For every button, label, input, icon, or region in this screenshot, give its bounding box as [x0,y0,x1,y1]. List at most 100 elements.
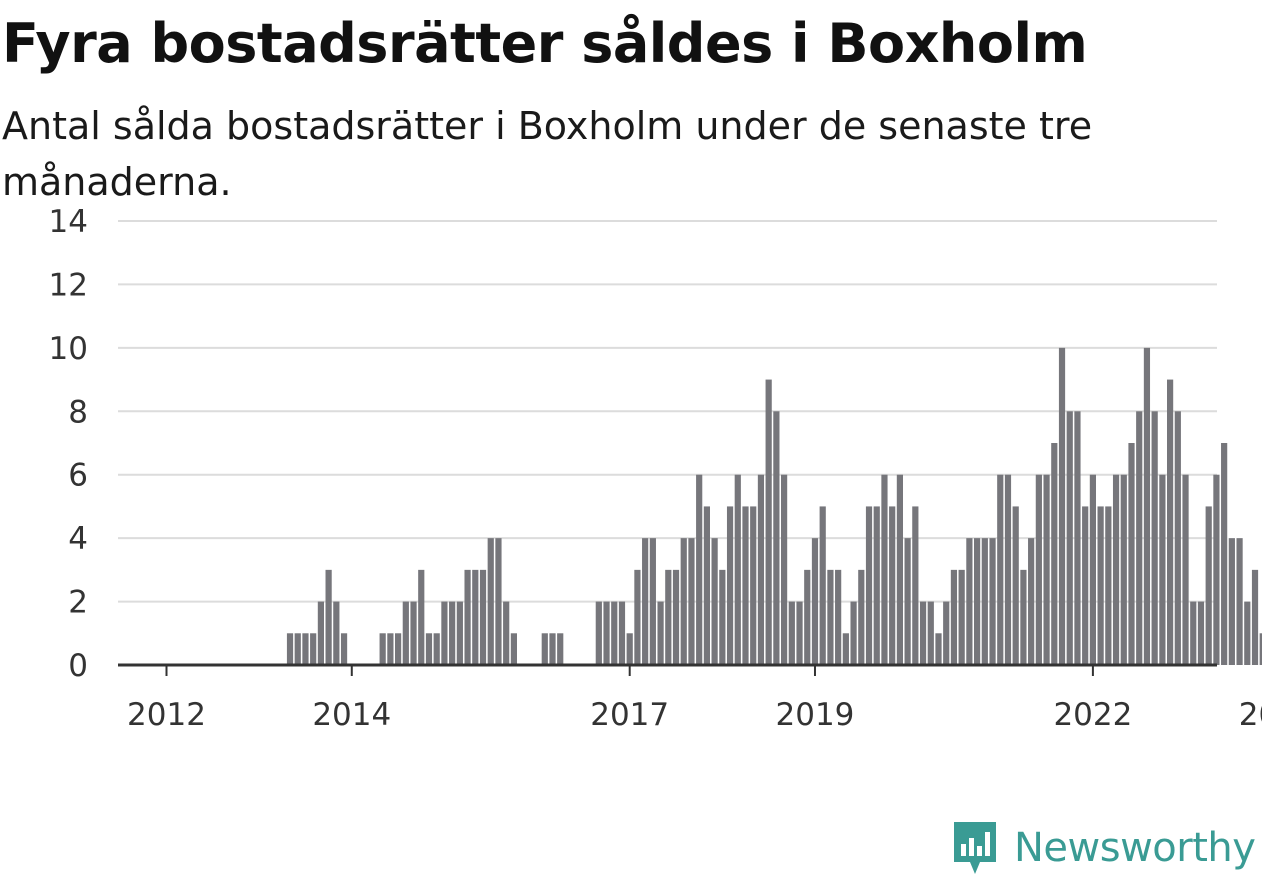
x-tick-label: 2019 [776,697,855,733]
bar [1097,506,1104,665]
bar [1251,569,1259,665]
bar [1058,347,1066,665]
bar [842,633,849,665]
bar [302,633,309,665]
bar [379,633,386,665]
y-tick-label: 12 [49,267,88,303]
bar [1074,411,1081,665]
bar [1035,474,1042,665]
bar [958,569,965,665]
bar [688,538,695,665]
bar [387,633,394,665]
y-tick-label: 6 [68,458,88,494]
bar [711,538,718,665]
newsworthy-logo: Newsworthy [950,818,1256,878]
bar [989,538,996,665]
x-tick-label: 2022 [1053,697,1132,733]
bar [1128,443,1135,665]
bar [811,538,819,665]
bar [765,379,772,665]
bar [1205,506,1212,665]
bar [997,474,1004,665]
bar [595,601,602,665]
bar [865,506,873,665]
bar [340,633,348,665]
bar [1112,474,1120,665]
bar [310,633,317,665]
bar [611,601,618,665]
bar [495,538,502,665]
bar [680,538,687,665]
bar [835,569,842,665]
bar [804,569,811,665]
bar [672,569,680,665]
bar [1159,474,1166,665]
bar [410,601,417,665]
bar [1004,474,1012,665]
bar [827,569,834,665]
y-tick-label: 0 [68,648,88,684]
bar [510,633,517,665]
y-tick-label: 2 [68,585,88,621]
bar [696,474,703,665]
x-tick-label: 2017 [590,697,669,733]
bar [1221,443,1228,665]
bar [634,569,641,665]
bar [703,506,710,665]
bar [395,633,402,665]
x-tick-label: 2012 [127,697,206,733]
bar [1174,411,1181,665]
bar [1028,538,1035,665]
bar [425,633,433,665]
chart-subtitle: Antal sålda bostadsrätter i Boxholm unde… [2,104,1093,204]
bar [294,633,301,665]
bar [889,506,896,665]
bar [402,601,409,665]
bar [781,474,788,665]
bar [1244,601,1251,665]
bar [896,474,903,665]
bar [719,569,726,665]
bar [750,506,757,665]
bar-chart: 024681012144201220142017201920222024 [49,204,1262,733]
bar [642,538,649,665]
bar [657,601,664,665]
bar [927,601,934,665]
bar [503,601,510,665]
chart-title: Fyra bostadsrätter såldes i Boxholm [2,12,1088,75]
bar [1236,538,1243,665]
bar [935,633,942,665]
newsworthy-logo-icon [954,822,996,874]
bar [441,601,448,665]
bar [1190,601,1197,665]
bar [919,601,927,665]
bar [1089,474,1096,665]
y-tick-label: 8 [68,394,88,430]
bar [873,506,880,665]
bar [966,538,973,665]
bar [286,633,294,665]
bar [557,633,564,665]
bar [464,569,471,665]
x-tick-label: 2014 [312,697,391,733]
bar [418,569,425,665]
bar [881,474,888,665]
bar [757,474,765,665]
bar [1136,411,1143,665]
bar [1043,474,1050,665]
bar [665,569,672,665]
newsworthy-logo-text: Newsworthy [1014,825,1256,871]
bar [742,506,749,665]
y-tick-label: 10 [49,331,88,367]
bar [1197,601,1205,665]
bar [603,601,610,665]
bar [333,601,340,665]
bar [1120,474,1127,665]
bar [773,411,780,665]
bar [317,601,324,665]
bar [479,569,487,665]
y-tick-label: 4 [68,521,88,557]
bar [487,538,494,665]
bar [1066,411,1073,665]
bar [734,474,741,665]
